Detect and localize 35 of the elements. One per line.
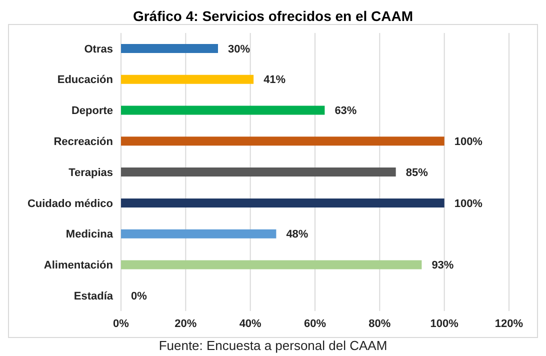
- x-tick-label: 60%: [304, 318, 326, 330]
- bar: [121, 198, 444, 208]
- chart-title: Gráfico 4: Servicios ofrecidos en el CAAM: [132, 8, 414, 24]
- bar: [121, 229, 276, 238]
- y-tick-label: Estadía: [74, 290, 114, 302]
- y-tick-label: Cuidado médico: [27, 198, 114, 210]
- bar: [121, 136, 444, 146]
- bar: [121, 260, 422, 270]
- y-tick-label: Deporte: [71, 105, 113, 118]
- bar: [121, 44, 218, 53]
- x-tick-label: 100%: [430, 318, 459, 330]
- y-tick-label: Educación: [57, 74, 114, 86]
- y-tick-label: Medicina: [66, 228, 114, 241]
- data-label: 48%: [286, 228, 308, 241]
- y-tick-label: Alimentación: [44, 260, 114, 272]
- y-tick-label: Terapias: [68, 166, 113, 179]
- data-label: 41%: [264, 74, 286, 86]
- x-tick-label: 20%: [174, 318, 197, 330]
- x-tick-label: 120%: [494, 318, 524, 330]
- bar: [121, 106, 325, 115]
- source-note: Fuente: Encuesta a personal del CAAM: [158, 338, 388, 353]
- y-tick-label: Otras: [84, 43, 113, 56]
- bar: [121, 74, 254, 84]
- x-tick-label: 80%: [368, 318, 391, 330]
- data-label: 93%: [432, 260, 454, 272]
- data-label: 85%: [406, 166, 428, 179]
- x-tick-label: 0%: [113, 318, 130, 330]
- data-label: 100%: [454, 136, 483, 148]
- data-label: 30%: [228, 43, 250, 56]
- x-tick-label: 40%: [239, 318, 262, 330]
- bar: [121, 168, 396, 177]
- data-label: 100%: [454, 198, 483, 210]
- y-tick-label: Recreación: [54, 136, 114, 148]
- data-label: 0%: [131, 290, 148, 302]
- data-label: 63%: [334, 105, 357, 118]
